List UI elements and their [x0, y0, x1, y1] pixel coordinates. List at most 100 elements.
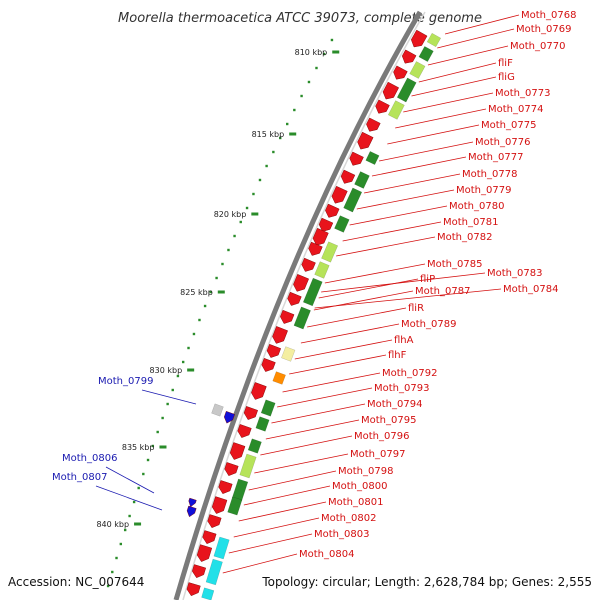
gc-dot — [128, 514, 131, 518]
leader-line — [313, 290, 414, 311]
forward-gene — [301, 257, 316, 272]
gc-dot — [171, 388, 174, 392]
forward-gene — [237, 424, 252, 438]
leader-line — [307, 307, 407, 328]
forward-gene — [401, 49, 417, 64]
gene-features — [186, 29, 442, 600]
kbp-tick — [159, 445, 167, 449]
forward-gene — [202, 530, 217, 544]
gc-dot-track — [106, 38, 334, 588]
gc-dot — [132, 500, 136, 504]
leader-line — [222, 553, 298, 574]
kbp-label: 815 kbp — [252, 130, 285, 139]
leader-line — [324, 263, 426, 284]
gc-dot — [166, 402, 169, 406]
leader-line — [277, 387, 373, 408]
kbp-tick — [217, 290, 225, 294]
forward-gene — [318, 217, 334, 232]
gene-label: flhA — [394, 335, 414, 346]
kbp-tick — [251, 212, 259, 216]
gc-dot — [106, 584, 110, 588]
gc-dot — [146, 458, 150, 462]
gene-label: Moth_0781 — [443, 217, 498, 228]
gc-dot — [286, 122, 289, 126]
forward-gene — [266, 343, 281, 358]
gene-label: Moth_0797 — [350, 449, 405, 460]
kbp-tick — [134, 522, 142, 526]
leader-line — [243, 485, 331, 506]
gc-dot — [209, 290, 212, 294]
gene-label: flhF — [388, 350, 407, 361]
gene-block — [409, 61, 426, 79]
kbp-ticks: 810 kbp 815 kbp 820 kbp 825 kbp 830 kbp 835 k… — [96, 48, 340, 529]
gc-dot — [198, 318, 201, 322]
gc-dot — [245, 206, 249, 210]
leader-line — [294, 339, 393, 360]
leader-line — [314, 288, 502, 309]
kbp-label: 835 kbp — [122, 443, 155, 452]
gene-label: Moth_0787 — [415, 286, 470, 297]
gene-block — [247, 438, 262, 454]
gene-label-blue: Moth_0807 — [52, 472, 107, 483]
leader-line — [265, 419, 360, 440]
gc-dot — [307, 80, 311, 84]
gc-dot — [156, 430, 159, 434]
gene-label: fliF — [498, 58, 513, 69]
gene-block — [293, 306, 311, 330]
genome-backbone — [173, 10, 423, 600]
kbp-label: 825 kbp — [180, 288, 213, 297]
leader-line — [411, 76, 497, 97]
gene-label: Moth_0774 — [488, 104, 543, 115]
gene-block — [321, 241, 339, 263]
leader-line-blue — [141, 389, 197, 405]
gene-block — [354, 171, 370, 189]
leader-line — [349, 205, 448, 226]
gene-block — [302, 277, 323, 307]
forward-gene — [325, 203, 340, 218]
gc-dot — [322, 52, 326, 56]
forward-gene — [243, 406, 258, 420]
gc-dot — [215, 276, 218, 280]
gene-label: Moth_0777 — [468, 152, 523, 163]
map-title: Moorella thermoacetica ATCC 39073, compl… — [118, 11, 482, 26]
gc-dot — [300, 94, 303, 98]
gene-block — [272, 371, 286, 385]
leader-line — [371, 156, 467, 177]
gc-dot — [233, 234, 236, 238]
forward-gene — [382, 81, 399, 100]
gc-dot — [293, 108, 296, 112]
kbp-tick — [332, 50, 340, 54]
forward-gene — [312, 228, 329, 246]
leader-line — [318, 278, 419, 299]
leader-line — [342, 221, 442, 242]
forward-gene — [308, 241, 323, 256]
forward-gene — [218, 480, 233, 494]
gene-block — [396, 77, 417, 103]
leader-line — [387, 124, 480, 145]
leader-line — [403, 92, 494, 113]
gc-dot — [315, 66, 318, 70]
forward-gene — [192, 564, 206, 578]
gc-dot — [111, 570, 114, 574]
gene-label: Moth_0770 — [510, 41, 565, 52]
leader-line — [238, 501, 327, 522]
gene-block — [239, 453, 257, 479]
leader-line — [379, 141, 474, 162]
gene-block — [201, 587, 215, 600]
gene-block — [426, 32, 442, 48]
gene-block — [213, 536, 230, 560]
gene-block — [343, 187, 363, 213]
gene-block — [255, 416, 270, 432]
leader-line — [395, 108, 487, 129]
gene-label: Moth_0801 — [328, 497, 383, 508]
gene-label: Moth_0803 — [314, 529, 369, 540]
forward-gene — [251, 382, 267, 400]
reverse-gene — [188, 497, 197, 508]
leader-line — [254, 453, 349, 474]
leader-line — [289, 354, 387, 375]
gc-dot — [192, 332, 196, 336]
forward-gene — [207, 514, 222, 528]
leader-line — [418, 62, 497, 83]
forward-gene — [261, 358, 276, 372]
